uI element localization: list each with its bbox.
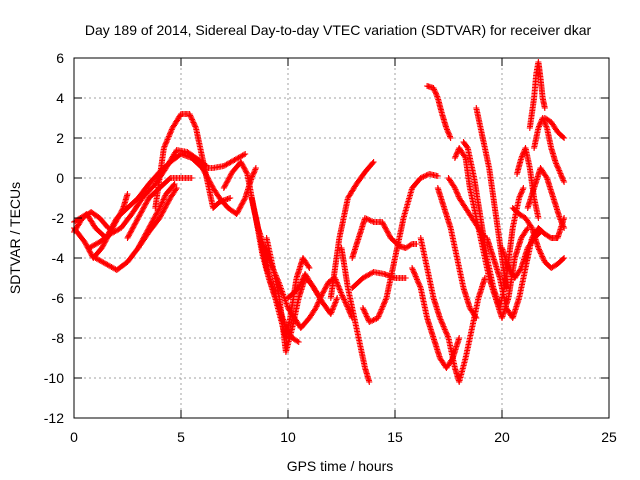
series-markers [417,235,488,385]
series-track-9 [199,165,259,217]
series-track-35 [524,165,568,231]
series-track-15 [338,245,373,385]
chart-title: Day 189 of 2014, Sidereal Day-to-day VTE… [85,22,592,38]
series-markers [526,59,548,131]
series-markers [327,159,377,301]
x-axis-label: GPS time / hours [287,458,394,474]
y-tick-label: -4 [52,250,65,266]
series-markers [285,271,341,317]
series-track-16 [327,159,377,301]
series-track-30 [509,205,568,271]
series-track-22 [424,83,454,141]
y-tick-label: -2 [52,210,65,226]
series-track-32 [526,59,548,131]
series-markers [135,181,178,251]
series-markers [541,115,568,141]
series-track-4 [86,147,210,251]
series-markers [409,265,463,371]
series-markers [424,83,454,141]
y-tick-label: -12 [44,410,64,426]
series-markers [524,165,568,231]
data-points [71,59,568,385]
series-markers [434,185,480,321]
y-tick-label: -8 [52,330,65,346]
series-track-18 [359,171,441,325]
series-track-33 [531,115,568,185]
series-track-14 [285,271,341,317]
series-markers [531,115,568,185]
series-track-19 [349,269,409,291]
y-tick-label: 2 [56,130,64,146]
series-track-21 [417,235,488,385]
series-markers [509,205,568,271]
y-tick-label: -10 [44,370,64,386]
x-tick-label: 5 [177,429,185,445]
series-markers [86,147,210,251]
plot-area-border [73,57,610,419]
x-tick-label: 0 [70,429,78,445]
series-markers [338,245,373,385]
series-track-23 [434,185,480,321]
x-tick-label: 20 [494,429,510,445]
axis-ticks: -12 -10 -8 -6 -4 -2 0 2 4 6 0 5 10 15 20 25 [44,50,617,445]
y-axis-label: SDTVAR / TECUs [7,182,23,294]
series-markers [349,269,409,291]
y-tick-label: 6 [56,50,64,66]
series-track-34 [541,115,568,141]
x-tick-label: 10 [280,429,296,445]
y-tick-label: 4 [56,90,64,106]
series-markers [359,171,441,325]
series-markers [199,165,259,217]
y-tick-label: -6 [52,290,65,306]
series-track-7 [135,181,178,251]
series-track-20 [409,265,463,371]
x-tick-label: 25 [601,429,617,445]
y-tick-label: 0 [56,170,64,186]
x-tick-label: 15 [387,429,403,445]
